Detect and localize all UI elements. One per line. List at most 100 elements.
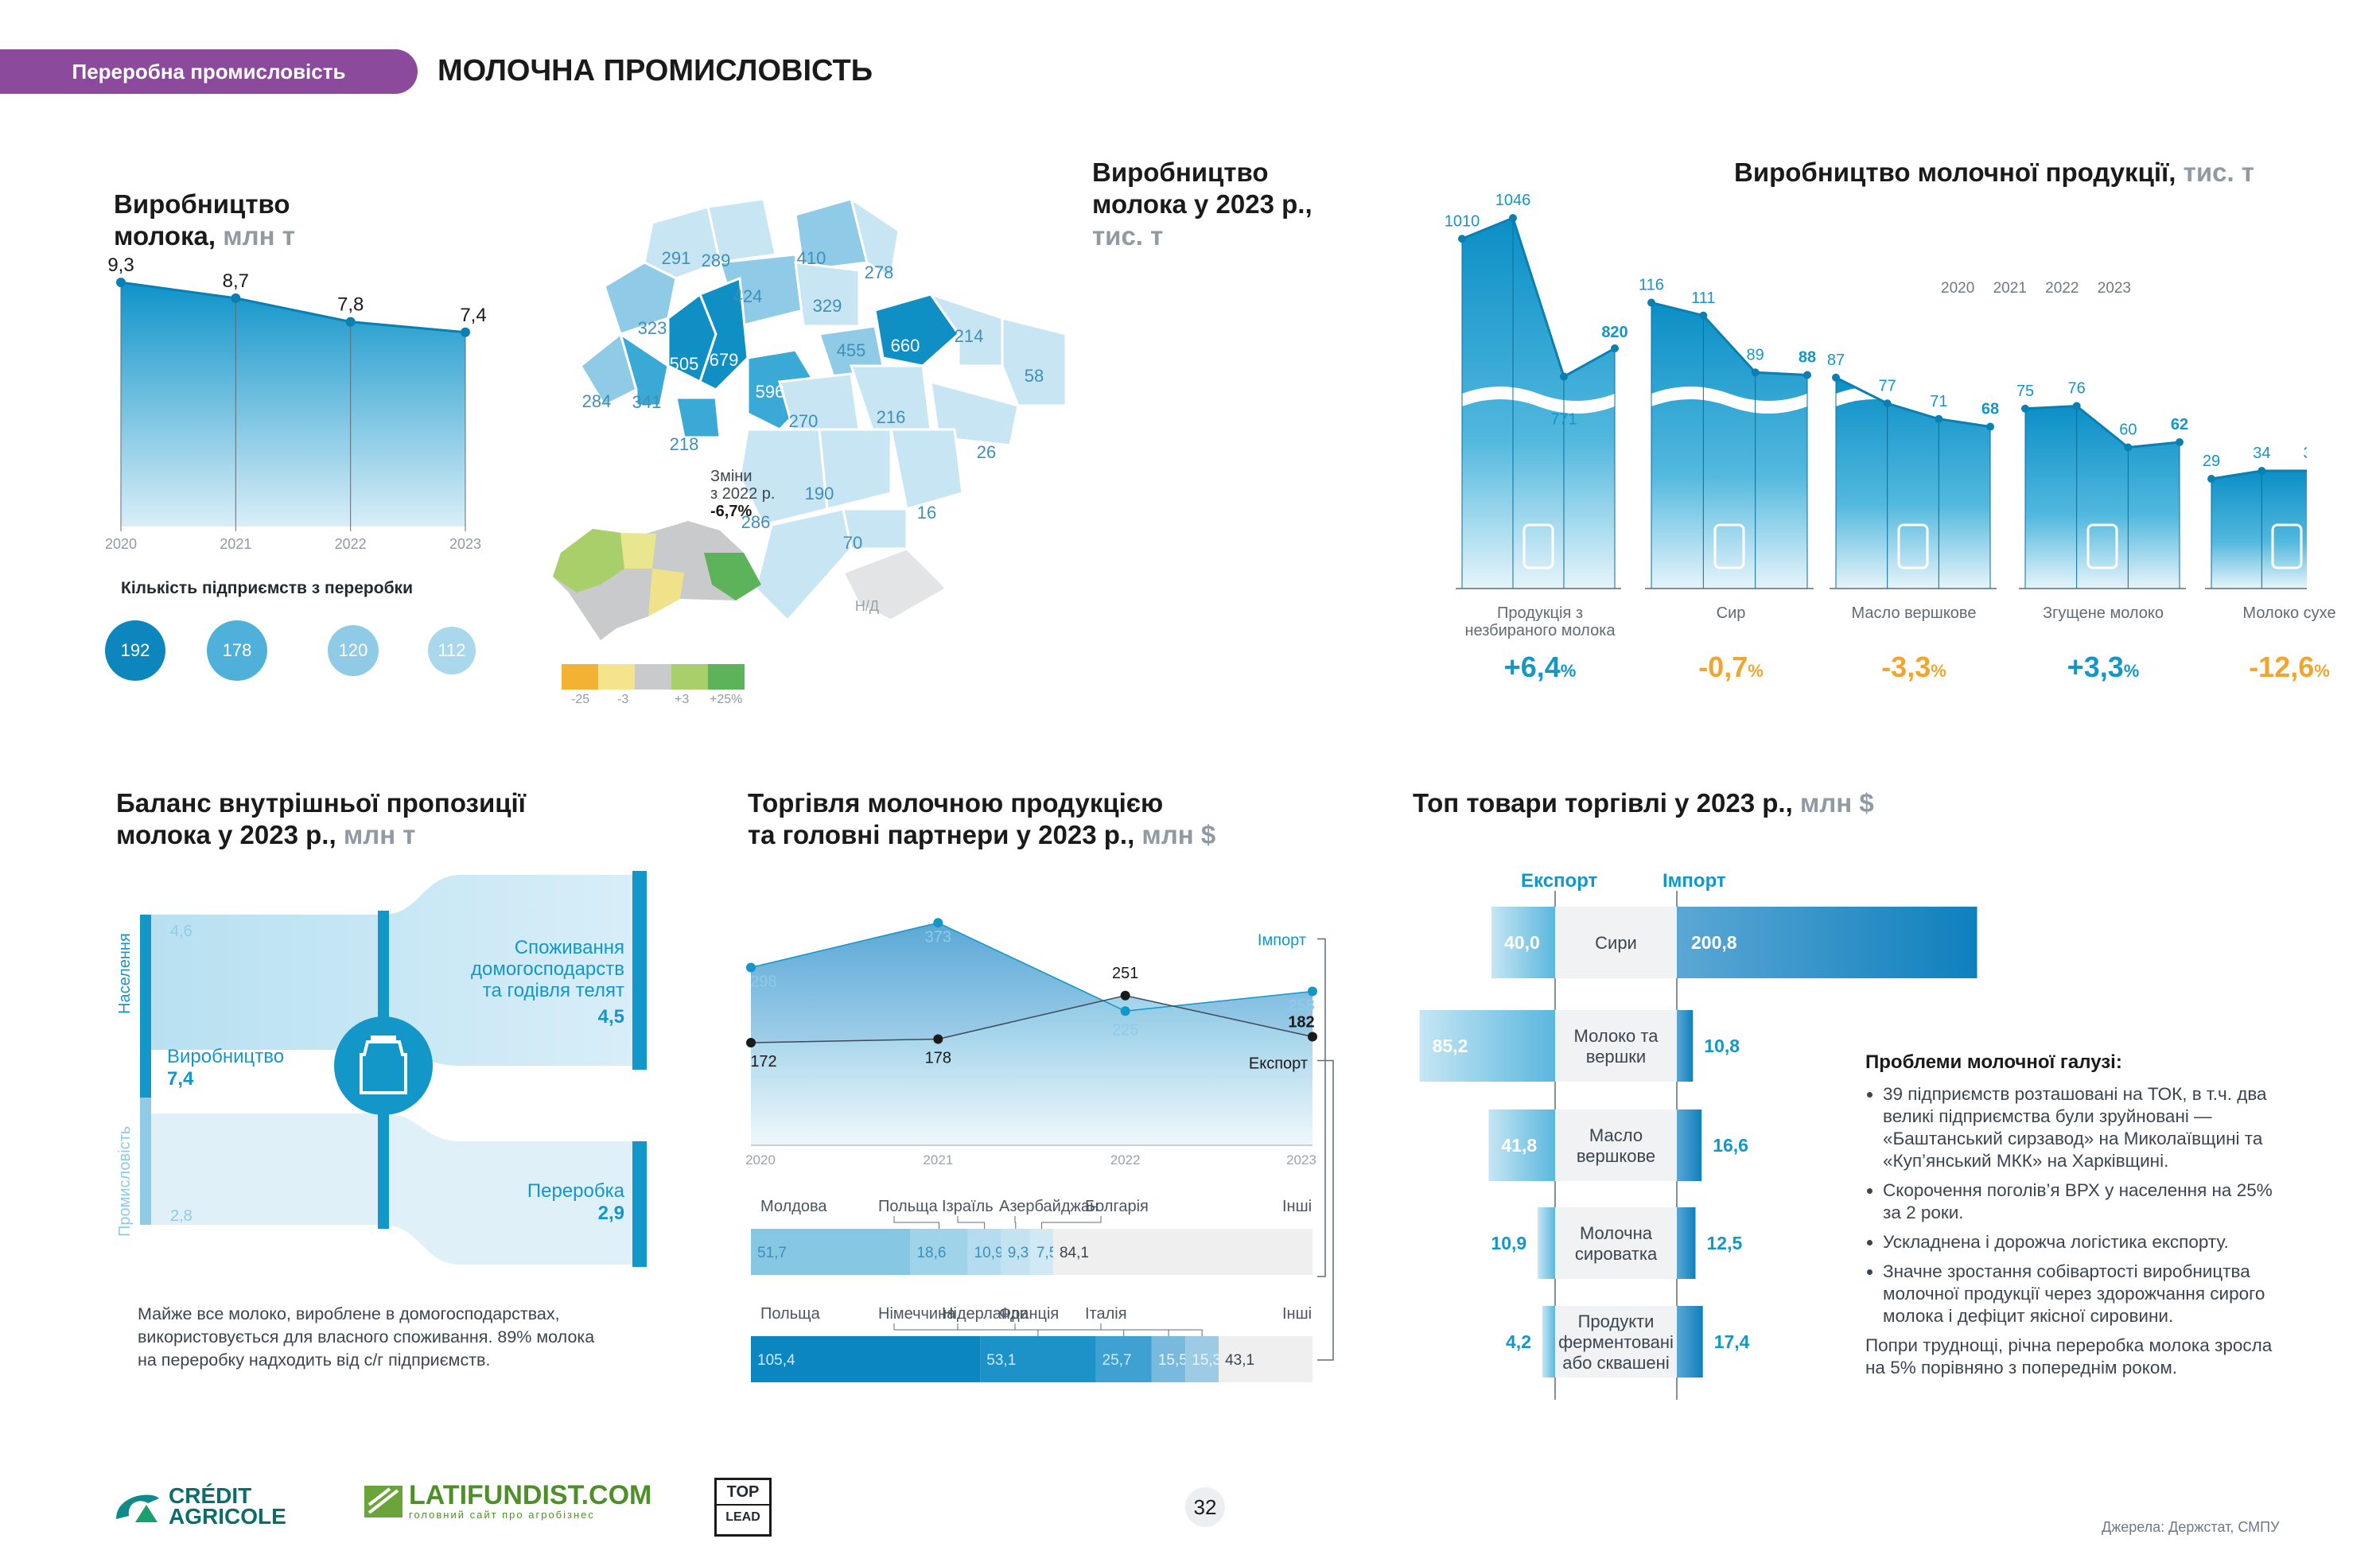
milk-point — [461, 327, 470, 337]
dairy-break-wave — [2025, 387, 2180, 414]
partner-segment — [1001, 1229, 1030, 1275]
dairy-product-change: -3,3% — [1881, 651, 1946, 683]
population-value: 4,6 — [170, 923, 192, 940]
region-value-label: 278 — [865, 262, 894, 282]
map-region — [754, 507, 853, 623]
map-region — [928, 292, 1004, 367]
problem-item: 39 підприємств розташовані на ТОК, в т.ч… — [1883, 1083, 2279, 1172]
product-icon — [2086, 523, 2118, 569]
production-label: Виробництво 7,4 — [167, 1046, 285, 1090]
dairy-line — [1651, 301, 1808, 376]
enterprises-label: Кількість підприємств з переробки — [121, 579, 413, 597]
dairy-products-chart: 1010 1046 771 820 116 111 89 88 87 77 71 68 75 76 60 62… — [1445, 192, 2307, 589]
region-value-label: 505 — [670, 354, 699, 374]
enterprise-count-circle: 120 — [328, 625, 379, 676]
dairy-area — [2025, 406, 2180, 589]
product-icon — [2271, 523, 2303, 569]
dairy-product-change: -0,7% — [1698, 651, 1764, 683]
top-goods-name: Молоко та — [1574, 1026, 1659, 1046]
dairy-point — [1751, 368, 1760, 377]
milk-point — [231, 293, 241, 303]
top-export-value: 40,0 — [1504, 932, 1540, 953]
dairy-product-name: Масло вершкове — [1851, 604, 1977, 622]
dairy-point — [1560, 372, 1568, 381]
page-number: 32 — [1185, 1487, 1225, 1527]
region-value-label: 16 — [917, 503, 936, 523]
dairy-point — [2124, 443, 2133, 452]
export-area — [751, 995, 1312, 1145]
export-value-label: 178 — [925, 1050, 951, 1067]
top-goods-name: вершки — [1586, 1047, 1646, 1067]
map-region — [706, 197, 777, 264]
dairy-value-label: 34 — [2304, 445, 2307, 462]
dairy-break-wave — [1651, 387, 1807, 414]
map-region — [675, 396, 721, 439]
top-export-bar — [1488, 1109, 1555, 1181]
latifundist-logo: LATIFUNDIST.COM головний сайт про агробі… — [363, 1481, 651, 1521]
export-value-label: 251 — [1112, 965, 1138, 982]
dairy-value-label: 771 — [1550, 411, 1577, 429]
milk-year-label: 2023 — [449, 536, 481, 552]
dairy-value-label: 1010 — [1445, 212, 1480, 230]
region-value-label: 284 — [582, 391, 612, 411]
enterprise-count-circle: 192 — [105, 620, 165, 681]
dairy-product-change: +6,4% — [1503, 651, 1577, 683]
top-export-label: Експорт — [1521, 870, 1598, 892]
dairy-point — [2021, 404, 2029, 413]
partner-leader-line — [893, 1216, 939, 1229]
problems-block: Проблеми молочної галузі: 39 підприємств… — [1865, 1051, 2279, 1379]
partner-value-label: 15,3 — [1192, 1352, 1221, 1369]
change-map — [553, 521, 761, 640]
region-value-label: 216 — [877, 407, 906, 427]
dairy-value-label: 1046 — [1495, 192, 1531, 209]
top-export-bar — [1542, 1306, 1555, 1378]
partner-value-label: 7,5 — [1036, 1245, 1057, 1261]
import-point — [746, 962, 756, 973]
export-value-label: 172 — [750, 1053, 776, 1071]
product-icon — [1522, 523, 1554, 569]
region-value-label: 329 — [813, 296, 842, 316]
partner-segment — [1185, 1336, 1219, 1382]
import-value-label: 298 — [750, 973, 776, 991]
import-value-label: 258 — [1288, 997, 1314, 1015]
region-value-label: 291 — [662, 248, 691, 268]
dairy-value-label: 34 — [2253, 445, 2270, 462]
partner-leader-line — [957, 1216, 986, 1229]
region-value-label: 410 — [797, 248, 826, 268]
top-name-cell — [1555, 907, 1677, 978]
top-goods-name: вершкове — [1577, 1146, 1655, 1166]
milk-year-label: 2022 — [335, 536, 367, 552]
balance-sankey — [140, 871, 647, 1267]
product-icon — [1897, 523, 1929, 569]
region-value-label: 190 — [805, 484, 834, 503]
map-region — [794, 261, 861, 328]
map-region — [698, 276, 749, 391]
milk-point — [345, 317, 356, 327]
dairy-value-label: 116 — [1639, 277, 1664, 294]
milk-value-label: 8,7 — [223, 270, 249, 292]
partner-segment — [751, 1229, 911, 1275]
problem-item: Значне зростання собівартості виробництв… — [1883, 1261, 2279, 1327]
dairy-line — [1461, 216, 1616, 379]
enterprise-count-circle: 112 — [428, 627, 476, 674]
map-region — [603, 261, 678, 336]
balance-title: Баланс внутрішньої пропозиції молока у 2… — [116, 788, 526, 849]
milk-point — [116, 278, 126, 288]
partner-leader-line — [1014, 1323, 1169, 1336]
partner-segment — [1052, 1229, 1312, 1275]
dairy-value-label: 68 — [1981, 401, 1999, 418]
processing-label: Переробка 2,9 — [527, 1180, 624, 1224]
import-series-label: Імпорт — [1258, 932, 1306, 950]
trade-year-label: 2021 — [923, 1152, 953, 1168]
region-map-title: Виробництво молока у 2023 р., тис. т — [1092, 157, 1312, 251]
top-import-label: Імпорт — [1662, 870, 1726, 892]
milk-year-label: 2020 — [105, 536, 137, 552]
change-legend: -25 -3 +3 +25% — [562, 664, 745, 709]
dairy-point — [1832, 373, 1840, 382]
partner-value-label: 15,5 — [1158, 1352, 1188, 1369]
dairy-point — [1883, 399, 1892, 408]
region-value-label: 455 — [837, 340, 866, 360]
import-line — [750, 922, 1313, 1012]
milk-value-label: 7,8 — [337, 294, 364, 316]
